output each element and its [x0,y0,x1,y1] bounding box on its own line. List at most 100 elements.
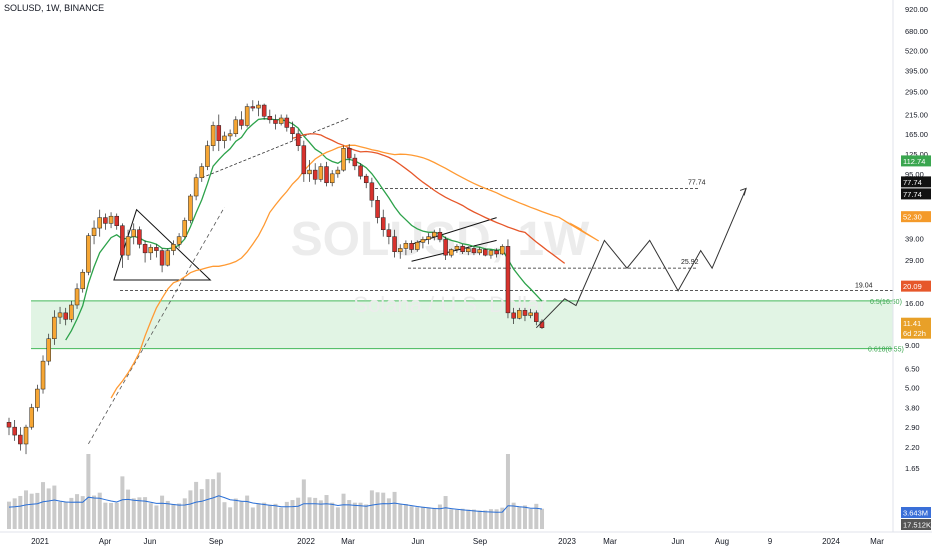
candle-body [397,248,403,252]
volume-bar [160,495,165,529]
candle-body [329,173,335,184]
price-axis: 920.00 680.00 520.00 395.00 295.00 215.00 165.… [892,0,931,532]
price-tick-label: 39.00 [905,234,924,243]
price-badge-label: 20.09 [903,282,922,291]
volume-bar [211,479,216,529]
time-tick-label: Sep [209,537,224,546]
volume-bar [386,498,391,529]
time-tick-label: Jun [412,537,425,546]
candle-body [40,360,46,390]
price-tick-label: 5.00 [905,384,920,393]
volume-bar [273,503,278,529]
price-tick-label: 2.20 [905,443,920,452]
volume-bar [500,507,505,529]
price-tick-label: 6.50 [905,365,920,374]
volume-bar [364,504,369,529]
candle-body [193,177,199,197]
candle-body [74,288,80,306]
price-badge [901,211,931,223]
price-badge-label: 6d 22h [903,329,926,338]
price-tick-label: 165.00 [905,130,928,139]
channel-lower [411,239,497,262]
candle-body [363,175,369,184]
volume-bar [420,506,425,529]
volume-bar [86,454,91,529]
candle-body [477,249,482,254]
time-tick-label: Aug [715,537,729,546]
volume-bar [341,493,346,529]
fib-0.618-label: 0.618(8.55) [868,347,904,354]
time-tick-label: Mar [603,537,617,546]
volume-ma-line [8,495,543,513]
candle-body [290,127,295,135]
fib-0.5-label: 0.5(16.50) [870,299,902,306]
volume-bar [239,500,244,529]
time-axis: 2021 Apr Jun Sep 2022 Mar Jun Sep 2023 Mar Jun Aug 9… [0,531,932,546]
exchange: BINANCE [64,3,105,13]
projection-line [535,188,747,329]
price-badge [901,188,931,200]
candle-body [63,312,68,320]
candle-body [460,246,465,252]
candle-body [176,236,182,245]
volume-bar [143,497,148,529]
ema-slow [110,144,600,399]
volume-bar [505,454,510,529]
candle-body [142,244,148,254]
volume-bar [369,490,374,529]
volume-bar [58,501,63,529]
candle-body [188,195,193,221]
candle-body [522,310,528,316]
volume-bar [296,497,301,529]
volume-bar [222,502,227,529]
time-tick-label: 2021 [31,537,49,546]
fib-zone-fill [31,300,893,349]
candle-body [437,231,443,240]
volume-bar [432,507,437,529]
price-tick-label: 680.00 [905,27,928,36]
candle-body [380,217,386,230]
volume-bar [449,509,454,529]
volume-bar [279,507,284,529]
candle-body [284,117,290,128]
projection-arrow [739,187,747,196]
candle-body [103,217,108,224]
candle-body [301,145,307,175]
ema-mid [292,133,566,264]
price-tick-label: 3.80 [905,404,920,413]
candle-body [449,249,454,256]
candle-body [205,145,210,167]
candle-body [171,244,176,251]
candle-body [159,250,165,266]
volume-bar [63,501,68,529]
time-tick-label: Apr [99,537,112,546]
candle-body [182,220,188,237]
volume-bar [381,492,386,529]
volume-bar [188,490,193,529]
trendline-support [88,207,225,445]
volume-bar [154,505,159,529]
candle-body [420,239,426,243]
candle-body [256,104,261,109]
time-tick-label: 2023 [558,537,576,546]
candle-body [369,182,375,201]
trendline-top [201,117,350,179]
candle-body [69,304,74,320]
candle-body [18,434,23,445]
candle-body [295,133,301,146]
volume-bar [41,482,46,529]
candle-body [511,312,516,319]
interval[interactable]: 1W [46,3,60,13]
candle-body [86,235,91,273]
volume-bar [466,509,471,529]
candle-body [239,119,244,126]
volume-bar [245,495,250,529]
volume-bar [182,498,187,529]
symbol[interactable]: SOLUSD [4,3,42,13]
candle-body [488,250,494,256]
volume-bar [103,502,108,529]
candle-body [97,217,102,229]
volume-bar [494,509,499,529]
volume-bar [426,507,431,529]
